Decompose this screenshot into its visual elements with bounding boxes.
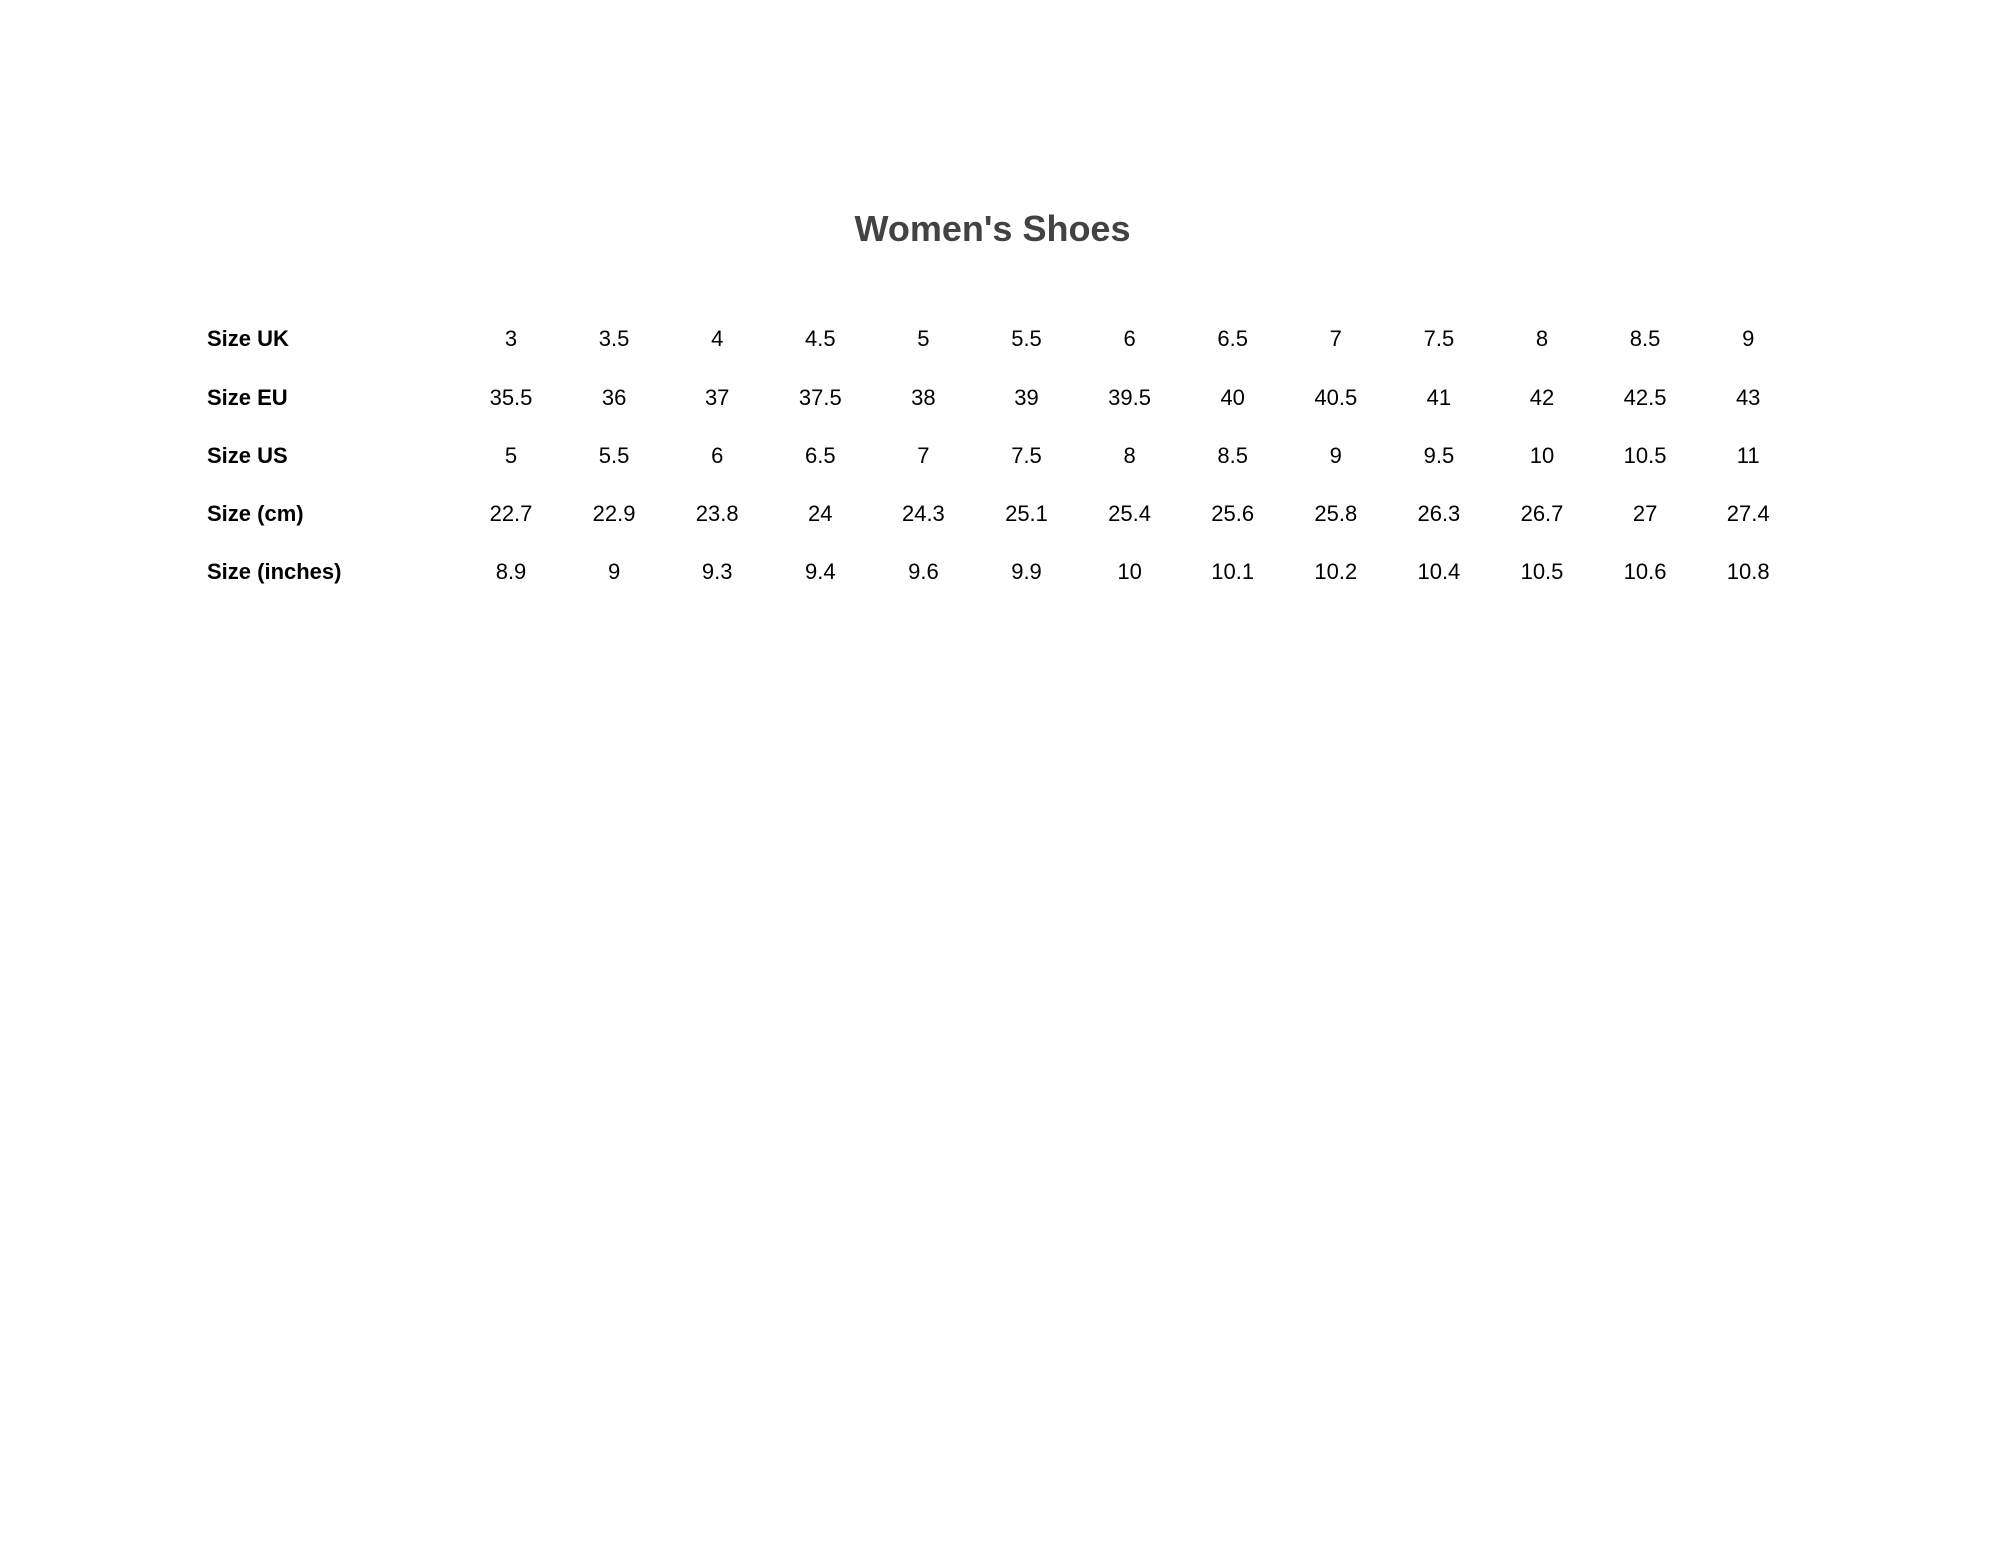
table-cell: 41 [1426,385,1452,410]
row-label: Size EU [207,385,288,410]
table-cell: 7.5 [1011,443,1042,468]
table-cell: 37 [704,385,730,410]
table-cell: 43 [1735,385,1761,410]
table-cell: 42 [1529,385,1555,410]
table-cell: 10.4 [1417,559,1461,584]
table-cell: 25.4 [1108,501,1151,526]
table-cell: 5 [917,326,930,351]
table-cell: 24 [808,501,833,526]
row-label: Size UK [207,326,289,351]
table-cell: 40 [1220,385,1245,410]
table-cell: 7.5 [1423,326,1455,351]
table-cell: 10.8 [1726,559,1770,584]
table-cell: 10.5 [1520,559,1564,584]
table-cell: 9 [607,559,621,584]
table-cell: 40.5 [1314,385,1358,410]
table-cell: 26.7 [1520,501,1564,526]
table-cell: 25.8 [1314,501,1358,526]
table-cell: 22.9 [592,501,636,526]
table-cell: 23.8 [695,501,739,526]
table-cell: 25.1 [1005,501,1048,526]
table-cell: 6 [711,443,724,468]
table-cell: 9.3 [701,559,733,584]
table-cell: 10 [1529,443,1555,468]
table-cell: 4.5 [805,326,836,351]
table-cell: 3.5 [598,326,630,351]
row-label: Size (cm) [207,501,304,526]
table-cell: 10 [1117,559,1142,584]
table-cell: 4 [711,326,724,351]
table-cell: 27 [1632,501,1658,526]
table-row: Size UK 3 3.5 4 4.5 5 5.5 6 6.5 7 7.5 8 8.5 9 [0,326,2000,356]
table-cell: 5.5 [1011,326,1042,351]
table-cell: 9.6 [908,559,939,584]
table-cell: 10.6 [1623,559,1667,584]
table-row: Size (cm) 22.7 22.9 23.8 24 24.3 25.1 25.4 25.6 2… [0,501,2000,531]
table-cell: 38 [911,385,936,410]
table-cell: 8.5 [1217,443,1248,468]
table-cell: 9.5 [1423,443,1455,468]
table-cell: 42.5 [1623,385,1667,410]
page-title: Women's Shoes [854,208,1131,249]
table-cell: 37.5 [798,385,842,410]
table-cell: 6.5 [1217,326,1248,351]
row-label: Size US [207,443,288,468]
row-label: Size (inches) [207,559,342,584]
table-cell: 27.4 [1726,501,1770,526]
table-cell: 8 [1535,326,1549,351]
table-row: Size EU 35.5 36 37 37.5 38 39 39.5 40 40.5 41 42 42.… [0,385,2000,415]
table-cell: 24.3 [901,501,945,526]
table-cell: 10.2 [1314,559,1358,584]
table-cell: 35.5 [489,385,533,410]
table-cell: 11 [1736,443,1760,468]
table-row: Size (inches) 8.9 9 9.3 9.4 9.6 9.9 10 10.1 10.2 1… [0,559,2000,589]
table-cell: 9.9 [1011,559,1042,584]
table-cell: 3 [504,326,518,351]
table-cell: 9.4 [805,559,836,584]
table-row: Size US 5 5.5 6 6.5 7 7.5 8 8.5 9 9.5 10 10.5 11 [0,443,2000,473]
table-cell: 9 [1329,443,1342,468]
table-cell: 8 [1123,443,1136,468]
table-cell: 6 [1123,326,1136,351]
table-cell: 6.5 [805,443,836,468]
table-cell: 5.5 [598,443,630,468]
table-cell: 22.7 [489,501,533,526]
table-cell: 39.5 [1108,385,1151,410]
table-cell: 5 [504,443,518,468]
table-cell: 9 [1742,326,1755,351]
table-cell: 8.9 [495,559,527,584]
table-cell: 8.5 [1629,326,1661,351]
table-cell: 7 [1329,326,1342,351]
table-cell: 36 [601,385,627,410]
table-cell: 25.6 [1211,501,1255,526]
table-cell: 7 [917,443,930,468]
table-cell: 10.5 [1623,443,1667,468]
table-cell: 26.3 [1417,501,1461,526]
table-cell: 39 [1014,385,1039,410]
table-cell: 10.1 [1211,559,1255,584]
